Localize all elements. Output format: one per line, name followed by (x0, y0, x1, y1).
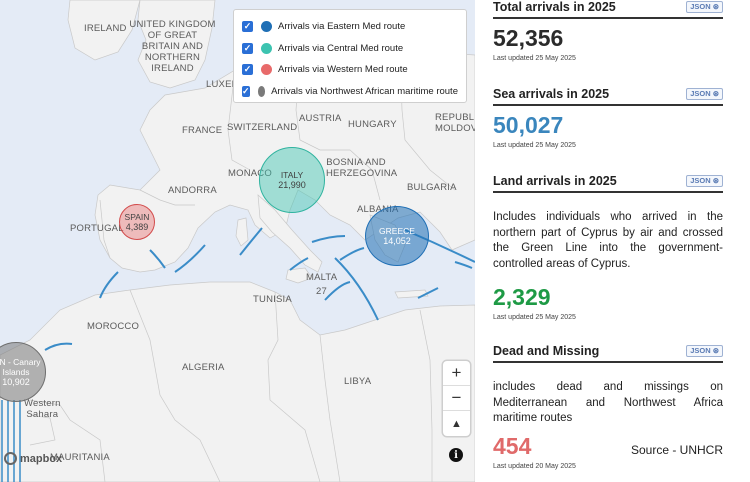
last-updated: Last updated 25 May 2025 (493, 55, 576, 62)
section-title: Dead and Missing (493, 344, 600, 358)
json-button[interactable]: JSON ⊛ (686, 88, 723, 100)
section-total-arrivals: Total arrivals in 2025 JSON ⊛ 52,356 Las… (493, 0, 723, 62)
label-moldova: REPUBLIC MOLDOV (435, 112, 475, 134)
label-luxembourg: LUXEM (206, 79, 240, 90)
label-andorra: ANDORRA (168, 185, 217, 196)
last-updated: Last updated 25 May 2025 (493, 314, 576, 321)
sea-arrivals-value: 50,027 (493, 112, 564, 138)
last-updated: Last updated 25 May 2025 (493, 142, 576, 149)
label-bosnia: BOSNIA AND HERZEGOVINA (326, 157, 398, 179)
section-title: Sea arrivals in 2025 (493, 87, 610, 101)
label-france: FRANCE (182, 125, 223, 136)
label-uk: UNITED KINGDOM OF GREAT BRITAIN AND NORT… (129, 19, 216, 74)
label-western-sahara: Western Sahara (24, 398, 61, 420)
label-ireland: IRELAND (84, 23, 127, 34)
label-albania: ALBANIA (357, 204, 399, 215)
bubble-italy-name: ITALY (280, 169, 304, 180)
bubble-greece-value: 14,052 (383, 235, 411, 246)
label-tunisia: TUNISIA (253, 294, 292, 305)
section-header: Land arrivals in 2025 JSON ⊛ (493, 174, 723, 193)
legend-row-northwest[interactable]: ✓ Arrivals via Northwest African maritim… (242, 81, 458, 103)
legend-label-northwest: Arrivals via Northwest African maritime … (271, 85, 458, 97)
dead-missing-row: 454 Source - UNHCR (493, 433, 723, 459)
section-header: Dead and Missing JSON ⊛ (493, 344, 723, 363)
dead-missing-description: includes dead and missings on Mediterran… (493, 381, 723, 424)
map[interactable]: IRELAND UNITED KINGDOM OF GREAT BRITAIN … (0, 0, 475, 482)
bubble-greece[interactable]: GREECE 14,052 (365, 206, 429, 266)
compass-icon[interactable]: ▲ (451, 417, 462, 430)
map-legend: ✓ Arrivals via Eastern Med route ✓ Arriv… (233, 9, 467, 103)
label-malta: MALTA (306, 272, 338, 283)
stats-panel: Total arrivals in 2025 JSON ⊛ 52,356 Las… (475, 0, 750, 482)
legend-checkbox-eastern[interactable]: ✓ (242, 21, 253, 33)
bubble-spain[interactable]: SPAIN 4,389 (119, 204, 155, 240)
label-algeria: ALGERIA (182, 362, 225, 373)
bubble-spain-name: SPAIN (124, 211, 150, 222)
section-sea-arrivals: Sea arrivals in 2025 JSON ⊛ 50,027 Last … (493, 87, 723, 149)
mapbox-logo-icon (4, 452, 17, 465)
label-libya: LIBYA (344, 376, 372, 387)
land-arrivals-value: 2,329 (493, 284, 551, 310)
bubble-italy-value: 21,990 (278, 179, 306, 190)
legend-dot-eastern (261, 21, 272, 33)
label-morocco: MOROCCO (87, 321, 140, 332)
bubble-canary[interactable]: AIN - Canary Islands 10,902 (0, 342, 46, 402)
label-mauritania: MAURITANIA (50, 452, 110, 463)
legend-label-central: Arrivals via Central Med route (278, 42, 404, 54)
json-button[interactable]: JSON ⊛ (686, 345, 723, 357)
label-portugal: PORTUGAL (70, 223, 124, 234)
legend-checkbox-central[interactable]: ✓ (242, 42, 253, 54)
legend-checkbox-northwest[interactable]: ✓ (242, 85, 250, 97)
json-button[interactable]: JSON ⊛ (686, 175, 723, 187)
label-bulgaria: BULGARIA (407, 182, 457, 193)
dead-missing-value: 454 (493, 432, 532, 459)
source-label: Source - UNHCR (630, 442, 723, 457)
mapbox-logo[interactable]: mapbox (4, 452, 62, 465)
legend-dot-northwest (257, 85, 266, 97)
legend-checkbox-western[interactable]: ✓ (242, 64, 253, 76)
section-header: Total arrivals in 2025 JSON ⊛ (493, 0, 723, 19)
legend-row-eastern[interactable]: ✓ Arrivals via Eastern Med route (242, 16, 458, 38)
json-button[interactable]: JSON ⊛ (686, 1, 723, 13)
legend-row-western[interactable]: ✓ Arrivals via Western Med route (242, 59, 458, 81)
legend-label-eastern: Arrivals via Eastern Med route (278, 21, 406, 33)
bubble-italy[interactable]: ITALY 21,990 (259, 147, 325, 213)
bubble-canary-name: AIN - Canary Islands (0, 356, 41, 377)
legend-row-central[interactable]: ✓ Arrivals via Central Med route (242, 38, 458, 60)
section-title: Land arrivals in 2025 (493, 174, 617, 188)
bubble-spain-value: 4,389 (125, 221, 149, 232)
label-hungary: HUNGARY (348, 119, 397, 130)
mapbox-logo-text: mapbox (20, 452, 63, 465)
label-austria: AUSTRIA (299, 113, 342, 124)
land-arrivals-description: Includes individuals who arrived in the … (493, 211, 723, 270)
legend-dot-western (261, 64, 272, 76)
info-icon[interactable]: i (449, 448, 463, 462)
total-arrivals-value: 52,356 (493, 25, 564, 51)
legend-label-western: Arrivals via Western Med route (278, 64, 408, 76)
bubble-greece-name: GREECE (379, 225, 415, 236)
section-dead-missing: Dead and Missing JSON ⊛ includes dead an… (493, 344, 723, 470)
label-monaco: MONACO (228, 168, 272, 179)
section-header: Sea arrivals in 2025 JSON ⊛ (493, 87, 723, 106)
legend-dot-central (261, 42, 272, 54)
section-title: Total arrivals in 2025 (493, 0, 616, 14)
map-navigation-control: + − ▲ (443, 361, 470, 436)
last-updated: Last updated 20 May 2025 (493, 462, 576, 470)
bubble-canary-value: 10,902 (2, 376, 30, 387)
zoom-in-button[interactable]: + (443, 361, 470, 386)
label-malta-value: 27 (316, 286, 327, 297)
zoom-out-button[interactable]: − (443, 386, 470, 411)
label-switzerland: SWITZERLAND (227, 122, 298, 133)
section-land-arrivals: Land arrivals in 2025 JSON ⊛ Includes in… (493, 174, 723, 321)
